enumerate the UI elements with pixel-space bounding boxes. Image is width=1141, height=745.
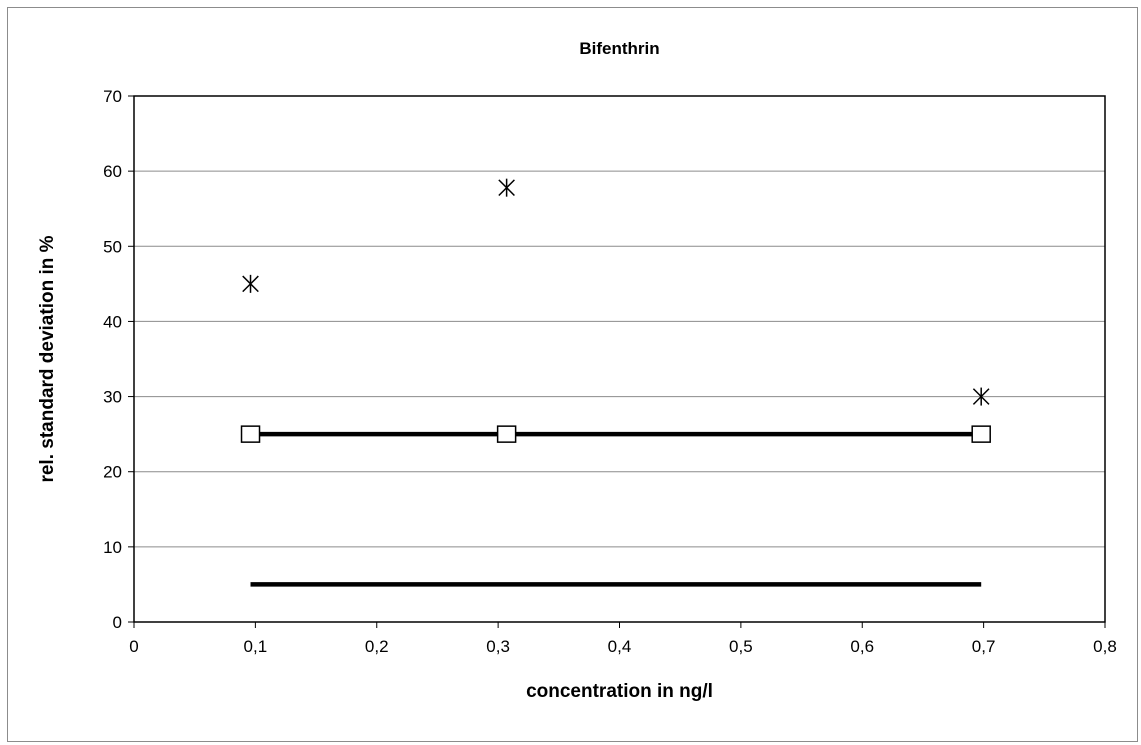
x-tick-label: 0,3 bbox=[486, 637, 510, 656]
chart-area: 0 10 20 30 40 50 60 70 0 0,1 0,2 0,3 0,4 0,5 0,6 0,7 0,8… bbox=[7, 7, 1138, 742]
y-tick-label: 20 bbox=[103, 463, 122, 482]
asterisk-stroke bbox=[972, 388, 990, 405]
x-tick-label: 0,7 bbox=[972, 637, 996, 656]
y-tick-label: 50 bbox=[103, 237, 122, 256]
x-tick-label: 0,5 bbox=[729, 637, 753, 656]
asterisk-stroke bbox=[242, 275, 259, 293]
x-tick-label: 0,6 bbox=[850, 637, 874, 656]
y-axis-title: rel. standard deviation in % bbox=[37, 235, 58, 482]
x-tick-label: 0,1 bbox=[244, 637, 268, 656]
x-axis-title: concentration in ng/l bbox=[526, 681, 713, 702]
x-tick-label: 0,8 bbox=[1093, 637, 1117, 656]
asterisk-stroke bbox=[498, 179, 515, 196]
y-tick-label: 10 bbox=[103, 538, 122, 557]
y-tick-label: 60 bbox=[103, 162, 122, 181]
asterisk-marker bbox=[498, 178, 515, 197]
asterisk-marker bbox=[242, 274, 259, 293]
square-marker bbox=[971, 425, 991, 443]
y-tick-label: 70 bbox=[103, 87, 122, 106]
asterisk-marker bbox=[972, 387, 990, 406]
x-tick-label: 0,4 bbox=[608, 637, 632, 656]
x-tick-label: 0 bbox=[129, 637, 138, 656]
chart-canvas: 0 10 20 30 40 50 60 70 0 0,1 0,2 0,3 0,4 0,5 0,6 0,7 0,8… bbox=[37, 39, 1117, 702]
gridlines bbox=[134, 170, 1105, 548]
y-tick-label: 30 bbox=[103, 388, 122, 407]
square-marker bbox=[496, 425, 517, 443]
x-tick-label: 0,2 bbox=[365, 637, 389, 656]
y-tick-label: 40 bbox=[103, 312, 122, 331]
chart-title: Bifenthrin bbox=[579, 39, 659, 58]
plot-area-border bbox=[133, 95, 1106, 623]
data-series bbox=[240, 178, 991, 587]
square-marker bbox=[240, 425, 261, 443]
axis-ticks: 0 10 20 30 40 50 60 70 0 0,1 0,2 0,3 0,4 0,5 0,6 0,7 0,8 bbox=[103, 87, 1117, 656]
y-tick-label: 0 bbox=[113, 613, 122, 632]
